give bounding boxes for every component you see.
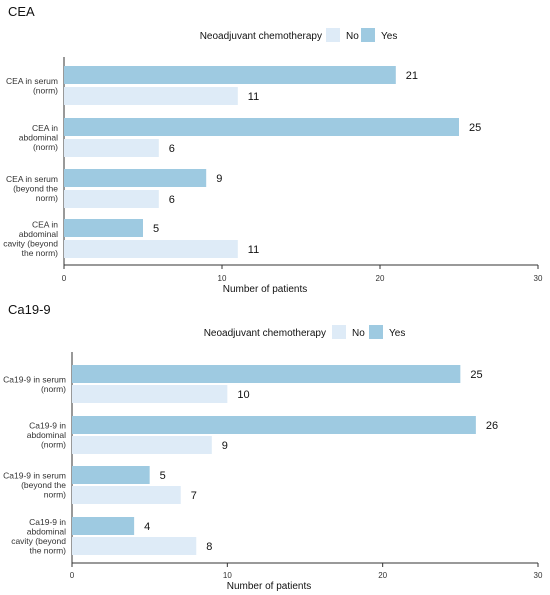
value-label-yes: 9	[216, 173, 222, 185]
x-tick-label: 10	[218, 274, 227, 283]
category-label-line: abdominal	[19, 229, 58, 239]
x-tick-label: 20	[378, 571, 387, 580]
bar-yes	[72, 517, 135, 535]
category-label-line: (norm)	[41, 440, 66, 450]
category-label-line: abdominal	[27, 526, 66, 536]
category-label-line: CEA in	[32, 219, 58, 229]
bar-no	[64, 190, 159, 208]
value-label-yes: 5	[160, 470, 166, 482]
legend-label-no: No	[352, 328, 365, 339]
value-label-yes: 4	[144, 521, 150, 533]
value-label-no: 6	[169, 194, 175, 206]
category-label-line: cavity (beyond	[3, 238, 58, 248]
category-label-line: (beyond the	[21, 480, 66, 490]
category-label-line: (beyond the	[13, 184, 58, 194]
chart-title: CEA	[8, 4, 35, 19]
bar-yes	[64, 219, 143, 237]
category-label-line: Ca19-9 in serum	[3, 471, 66, 481]
value-label-yes: 26	[486, 420, 498, 432]
legend-label-yes: Yes	[389, 328, 405, 339]
legend-swatch-yes	[361, 28, 375, 42]
category-label: Ca19-9 in abdominal (norm)	[27, 421, 67, 450]
category-label-line: CEA in	[32, 123, 58, 133]
bar-no	[72, 436, 212, 454]
x-axis-title: Number of patients	[227, 581, 312, 592]
bar-no	[64, 240, 238, 258]
legend-swatch-no	[326, 28, 340, 42]
category-label-line: cavity (beyond	[11, 536, 66, 546]
category-label: Ca19-9 in abdominal cavity (beyond the norm…	[11, 517, 66, 556]
legend-swatch-no	[332, 325, 346, 339]
category-label-line: abdominal	[19, 133, 58, 143]
category-label: CEA in abdominal (norm)	[19, 123, 58, 152]
category-label-line: CEA in serum	[6, 76, 58, 86]
legend-title: Neoadjuvant chemotherapy	[204, 328, 326, 339]
category-label-line: norm)	[44, 490, 66, 500]
category-label: CEA in serum (beyond the norm)	[6, 174, 58, 203]
legend-title: Neoadjuvant chemotherapy	[200, 31, 322, 42]
cea-chart: Neoadjuvant chemotherapy No Yes 0 10 20 30 Numb…	[3, 28, 543, 295]
value-label-yes: 25	[469, 122, 481, 134]
bar-yes	[72, 466, 150, 484]
category-label-line: norm)	[36, 193, 58, 203]
category-label-line: (norm)	[33, 85, 58, 95]
value-label-no: 11	[248, 91, 259, 103]
bar-yes	[64, 118, 459, 136]
legend-label-no: No	[346, 31, 359, 42]
category-label-line: Ca19-9 in	[29, 421, 66, 431]
legend-swatch-yes	[369, 325, 383, 339]
bar-no	[72, 385, 228, 403]
value-label-yes: 21	[406, 70, 418, 82]
category-label-line: (norm)	[41, 384, 66, 394]
legend-label-yes: Yes	[381, 31, 397, 42]
category-label-line: Ca19-9 in	[29, 517, 66, 527]
category-label-line: (norm)	[33, 142, 58, 152]
x-tick-label: 0	[62, 274, 67, 283]
value-label-no: 11	[248, 244, 259, 256]
bar-yes	[72, 365, 461, 383]
category-label: CEA in serum (norm)	[6, 76, 58, 96]
bar-yes	[64, 169, 207, 187]
value-label-yes: 5	[153, 223, 159, 235]
bar-no	[64, 87, 238, 105]
category-label-line: the norm)	[22, 248, 59, 258]
category-label: Ca19-9 in serum (norm)	[3, 374, 66, 394]
category-label-line: CEA in serum	[6, 174, 58, 184]
value-label-yes: 25	[470, 369, 482, 381]
x-tick-label: 30	[534, 571, 543, 580]
chart-title: Ca19-9	[8, 302, 51, 317]
bar-yes	[72, 416, 476, 434]
value-label-no: 8	[206, 541, 212, 553]
x-tick-label: 0	[70, 571, 75, 580]
x-tick-label: 30	[534, 274, 543, 283]
bar-no	[72, 537, 197, 555]
value-label-no: 9	[222, 440, 228, 452]
category-label-line: abdominal	[27, 430, 66, 440]
x-axis-title: Number of patients	[223, 284, 308, 295]
value-label-no: 6	[169, 143, 175, 155]
category-label: Ca19-9 in serum (beyond the norm)	[3, 471, 66, 500]
ca19-9-chart: Neoadjuvant chemotherapy No Yes 0 10 20 30 Numb…	[3, 325, 543, 592]
bar-yes	[64, 66, 396, 84]
category-label-line: the norm)	[30, 545, 67, 555]
bar-no	[64, 139, 159, 157]
value-label-no: 10	[237, 389, 249, 401]
x-tick-label: 10	[223, 571, 232, 580]
cea-chart-panel: CEA Neoadjuvant chemotherapy No Yes 0 10 20 30…	[3, 4, 543, 295]
category-label-line: Ca19-9 in serum	[3, 374, 66, 384]
bar-no	[72, 486, 181, 504]
ca19-9-chart-panel: Ca19-9 Neoadjuvant chemotherapy No Yes 0 10 2…	[0, 298, 550, 595]
category-label: CEA in abdominal cavity (beyond the norm)	[3, 219, 58, 258]
x-tick-label: 20	[376, 274, 385, 283]
value-label-no: 7	[191, 490, 197, 502]
